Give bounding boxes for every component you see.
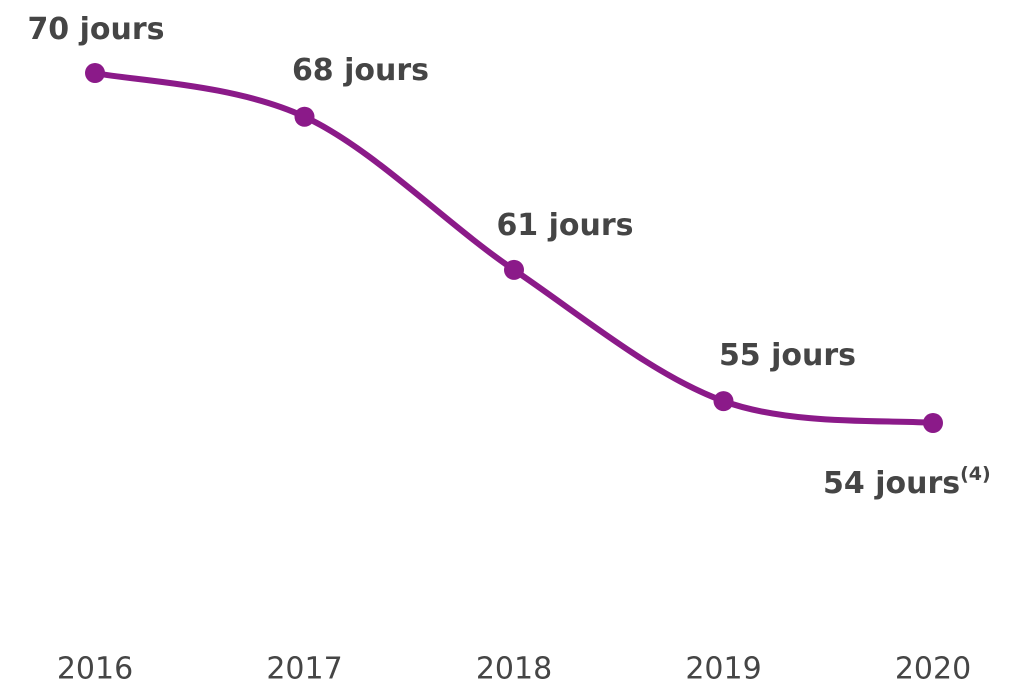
value-label: 68 jours: [292, 52, 429, 87]
x-tick-label: 2019: [685, 652, 761, 686]
x-tick-label: 2020: [895, 652, 971, 686]
value-label: 70 jours: [27, 12, 164, 47]
value-label-text: 68 jours: [292, 52, 429, 87]
point: [923, 413, 943, 433]
value-label-text: 70 jours: [27, 12, 164, 47]
point: [713, 391, 734, 412]
point: [85, 63, 105, 83]
footnote-mark: (4): [960, 463, 991, 485]
point: [504, 259, 524, 280]
value-label-text: 54 jours: [823, 466, 960, 501]
point: [294, 106, 315, 127]
x-tick-label: 2016: [57, 652, 133, 686]
value-label: 61 jours: [496, 207, 633, 242]
value-label: 54 jours(4): [823, 463, 991, 501]
value-label-text: 55 jours: [719, 338, 856, 373]
value-label-text: 61 jours: [496, 207, 633, 242]
x-tick-label: 2017: [266, 652, 342, 686]
value-label: 55 jours: [719, 338, 856, 373]
x-tick-label: 2018: [476, 652, 552, 686]
